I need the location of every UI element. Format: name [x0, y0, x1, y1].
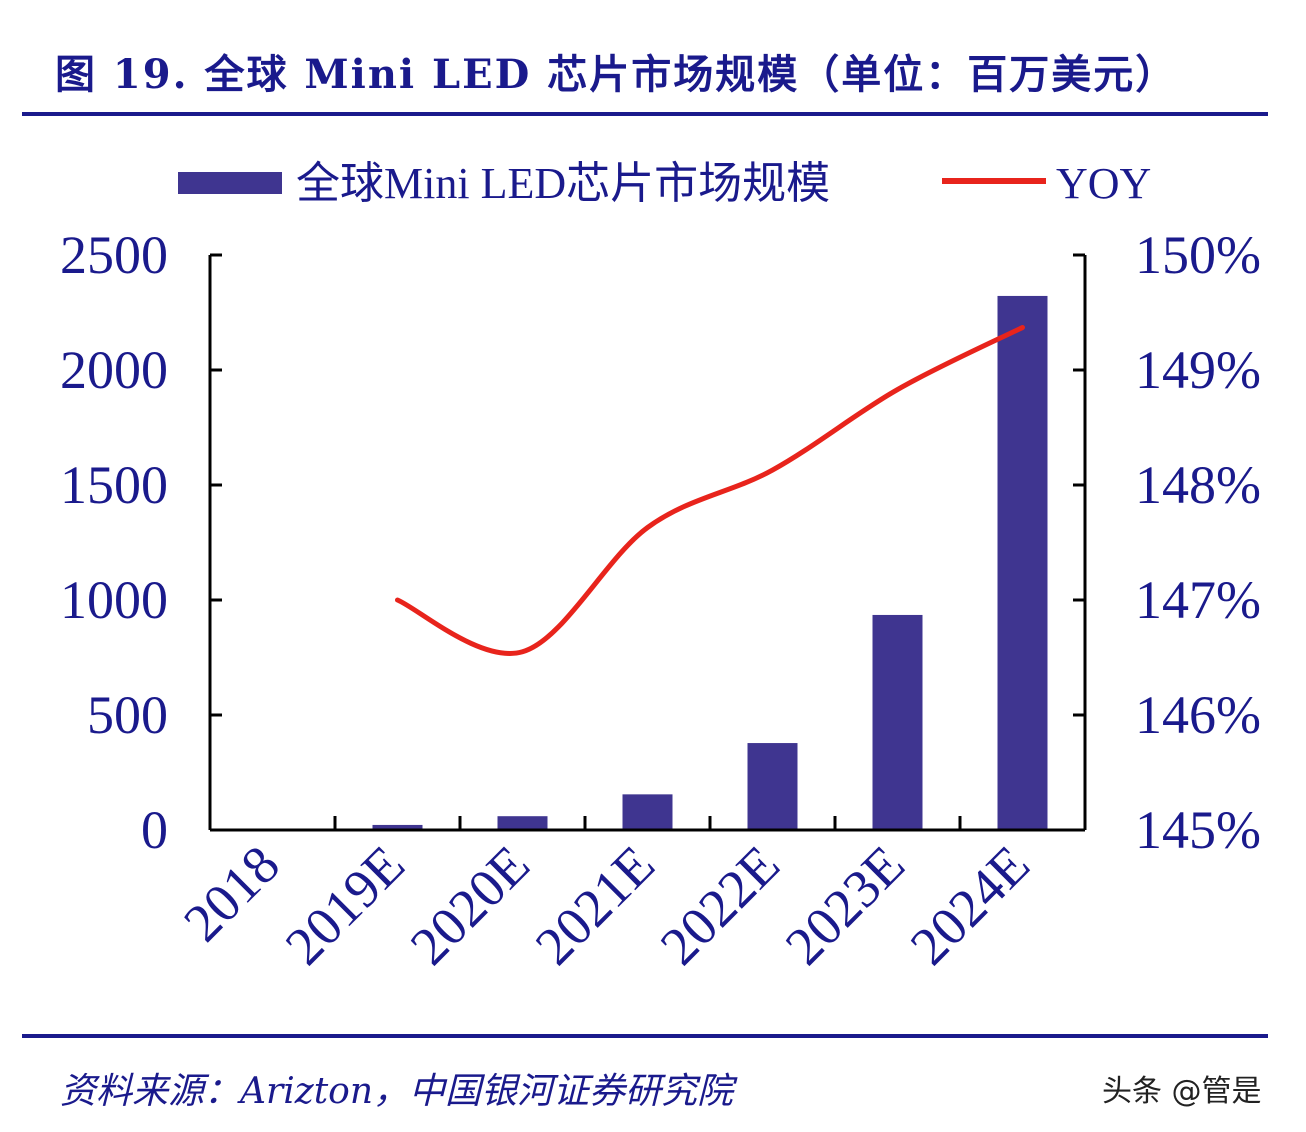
- left-tick-label: 1000: [60, 570, 168, 630]
- chart-title: 图 19. 全球 Mini LED 芯片市场规模（单位：百万美元）: [55, 51, 1178, 98]
- bar-2024E: [997, 295, 1048, 830]
- x-tick-label: 2020E: [399, 834, 541, 976]
- footer-rule: [22, 1034, 1268, 1038]
- right-tick-label: 150%: [1135, 225, 1261, 285]
- legend-line-label: YOY: [1056, 159, 1151, 208]
- left-tick-label: 2000: [60, 340, 168, 400]
- legend-bar-swatch: [178, 172, 282, 194]
- left-tick-label: 2500: [60, 225, 168, 285]
- right-tick-label: 145%: [1135, 800, 1261, 860]
- bar-2020E: [497, 816, 548, 830]
- right-tick-label: 146%: [1135, 685, 1261, 745]
- watermark: 头条 @管是: [1102, 1074, 1262, 1109]
- bar-2022E: [747, 743, 798, 830]
- x-tick-label: 2024E: [899, 834, 1041, 976]
- right-tick-label: 147%: [1135, 570, 1261, 630]
- x-tick-label: 2023E: [774, 834, 916, 976]
- right-tick-label: 149%: [1135, 340, 1261, 400]
- x-tick-label: 2018: [172, 834, 291, 953]
- x-tick-label: 2022E: [649, 834, 791, 976]
- x-tick-label: 2019E: [274, 834, 416, 976]
- bar-2023E: [872, 614, 923, 830]
- bar-2019E: [372, 824, 423, 830]
- yoy-line: [395, 324, 1025, 656]
- title-rule: [22, 112, 1268, 116]
- right-tick-label: 148%: [1135, 455, 1261, 515]
- x-tick-label: 2021E: [524, 834, 666, 976]
- left-tick-label: 1500: [60, 455, 168, 515]
- left-tick-label: 0: [141, 800, 168, 860]
- source-note: 资料来源：Arizton，中国银河证券研究院: [60, 1071, 734, 1112]
- bar-2021E: [622, 794, 673, 830]
- left-tick-label: 500: [87, 685, 168, 745]
- legend-bar-label: 全球Mini LED芯片市场规模: [296, 159, 830, 208]
